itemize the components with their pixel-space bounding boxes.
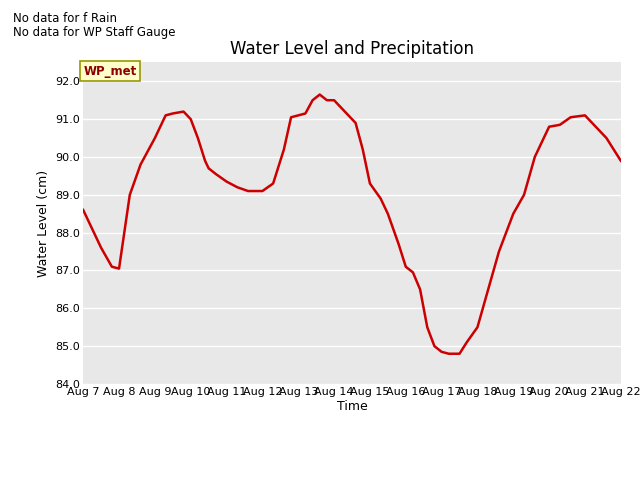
Legend: Water Pressure: Water Pressure (281, 476, 423, 480)
Text: No data for WP Staff Gauge: No data for WP Staff Gauge (13, 26, 175, 39)
X-axis label: Time: Time (337, 399, 367, 412)
Title: Water Level and Precipitation: Water Level and Precipitation (230, 40, 474, 58)
Text: No data for f Rain: No data for f Rain (13, 12, 116, 25)
Y-axis label: Water Level (cm): Water Level (cm) (37, 169, 50, 277)
Text: WP_met: WP_met (83, 65, 136, 78)
